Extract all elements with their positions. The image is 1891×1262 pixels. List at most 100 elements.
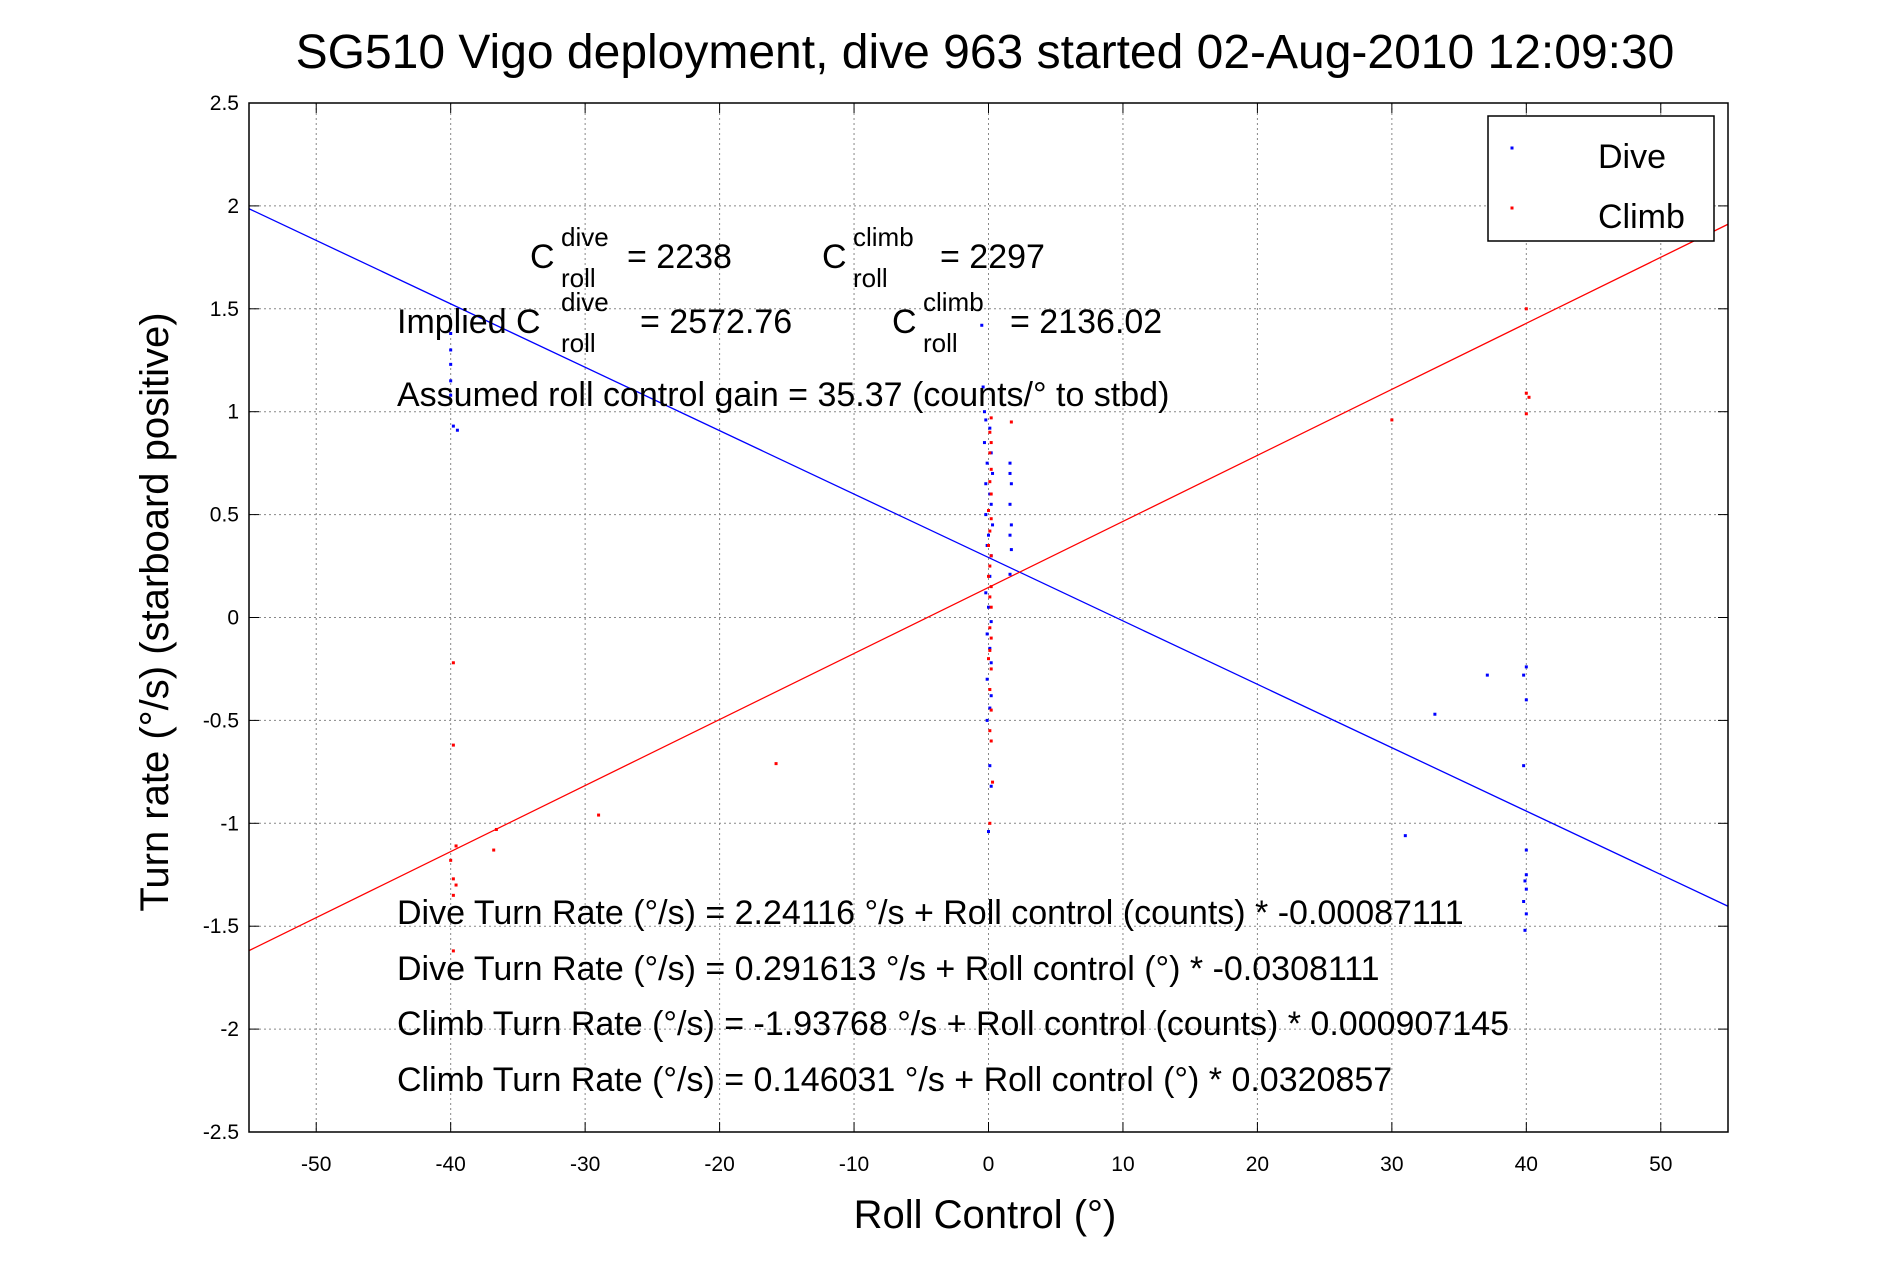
dive-point xyxy=(1523,928,1527,932)
dive-point xyxy=(984,482,988,486)
dive-point xyxy=(1524,912,1528,916)
dive-point xyxy=(982,410,986,414)
climb-point xyxy=(988,821,992,825)
c-dive-sup: dive xyxy=(561,222,609,252)
fit-line-dive xyxy=(248,208,1729,907)
c-dive-symbol: C xyxy=(530,238,555,276)
climb-point xyxy=(988,729,992,733)
dive-point xyxy=(989,784,993,788)
dive-point xyxy=(1524,848,1528,852)
climb-point xyxy=(989,585,993,589)
fit-equations: Dive Turn Rate (°/s) = 2.24116 °/s + Rol… xyxy=(397,894,1509,1099)
dive-point xyxy=(1522,900,1526,904)
x-tick-label: -10 xyxy=(839,1153,869,1176)
dive-point xyxy=(984,591,988,595)
dive-point xyxy=(989,502,993,506)
climb-point xyxy=(989,441,993,445)
climb-point xyxy=(989,492,993,496)
x-tick-label: 10 xyxy=(1111,1153,1134,1176)
dive-point xyxy=(987,533,990,537)
climb-point xyxy=(451,877,455,881)
legend-climb-marker xyxy=(1510,206,1514,210)
dive-point xyxy=(982,441,986,445)
climb-point xyxy=(989,739,993,743)
c-climb-sub: roll xyxy=(853,263,888,293)
climb-point xyxy=(988,430,992,434)
climb-point xyxy=(454,844,458,848)
c-climb-value: = 2297 xyxy=(940,238,1045,276)
dive-point xyxy=(985,461,989,465)
dive-point xyxy=(1008,502,1012,506)
fit-climb-deg: Climb Turn Rate (°/s) = 0.146031 °/s + R… xyxy=(397,1061,1392,1099)
dive-point xyxy=(1522,764,1526,768)
climb-point xyxy=(989,667,993,671)
dive-point xyxy=(988,764,992,768)
dive-point xyxy=(980,323,984,327)
implied-climb-sup: climb xyxy=(923,287,984,317)
c-roll-annotation: C dive roll = 2238 C climb roll = 2297 I… xyxy=(397,222,1169,414)
y-tick-label: 0 xyxy=(227,607,239,630)
climb-point xyxy=(988,595,992,599)
dive-point xyxy=(1522,673,1526,677)
dive-point xyxy=(1524,887,1528,891)
dive-point xyxy=(984,418,988,422)
dive-point xyxy=(989,694,993,698)
x-tick-label: 20 xyxy=(1246,1153,1269,1176)
dive-point xyxy=(1485,673,1489,677)
y-tick-label: 0.5 xyxy=(210,504,239,527)
dive-point xyxy=(455,428,459,432)
climb-point xyxy=(1524,391,1528,395)
dive-point xyxy=(1524,873,1528,877)
implied-climb-value: = 2136.02 xyxy=(1010,303,1162,341)
x-tick-label: 30 xyxy=(1380,1153,1403,1176)
climb-point xyxy=(451,661,455,665)
x-tick-label: 50 xyxy=(1649,1153,1672,1176)
climb-point xyxy=(989,636,993,640)
climb-point xyxy=(991,780,995,784)
implied-climb-sub: roll xyxy=(923,328,958,358)
legend: Dive Climb xyxy=(1487,115,1715,242)
dive-point xyxy=(449,331,453,335)
legend-dive-label: Dive xyxy=(1598,138,1666,176)
climb-point xyxy=(987,543,990,547)
dive-point xyxy=(985,632,989,636)
climb-point xyxy=(988,564,992,568)
climb-point xyxy=(454,883,458,887)
climb-point xyxy=(1390,418,1394,422)
dive-point xyxy=(984,513,988,517)
dive-point xyxy=(991,523,995,527)
dive-point xyxy=(988,706,992,710)
c-dive-value: = 2238 xyxy=(627,238,732,276)
climb-point xyxy=(774,762,778,766)
dive-point xyxy=(449,362,453,366)
x-axis-label: Roll Control (°) xyxy=(854,1193,1117,1237)
dive-point xyxy=(985,677,989,681)
climb-point xyxy=(988,451,992,455)
dive-point xyxy=(1008,471,1012,475)
dive-point xyxy=(1009,548,1013,552)
c-climb-sup: climb xyxy=(853,222,914,252)
gain-annotation: Assumed roll control gain = 35.37 (count… xyxy=(397,376,1169,414)
climb-point xyxy=(989,554,993,558)
climb-point xyxy=(989,708,993,712)
climb-point xyxy=(987,657,990,661)
c-dive-sub: roll xyxy=(561,263,596,293)
climb-point xyxy=(987,574,990,578)
climb-point xyxy=(1524,307,1528,311)
data-points xyxy=(449,307,1531,953)
dive-point xyxy=(1523,879,1527,883)
dive-point xyxy=(987,605,990,609)
climb-point xyxy=(988,529,992,533)
implied-climb-symbol: C xyxy=(892,303,917,341)
climb-point xyxy=(492,848,496,852)
y-axis-label: Turn rate (°/s) (starboard positive) xyxy=(133,312,177,911)
x-tick-label: -50 xyxy=(301,1153,331,1176)
climb-point xyxy=(987,508,990,512)
x-tick-label: 0 xyxy=(983,1153,995,1176)
climb-point xyxy=(1527,395,1531,399)
y-tick-label: 1.5 xyxy=(210,298,239,321)
climb-point xyxy=(1009,420,1013,424)
ticks: -50 -40 -30 -20 -10 0 10 20 30 40 50-2.5-2-1.5-1-0… xyxy=(203,92,1728,1176)
dive-point xyxy=(981,385,985,389)
dive-point xyxy=(449,393,453,397)
